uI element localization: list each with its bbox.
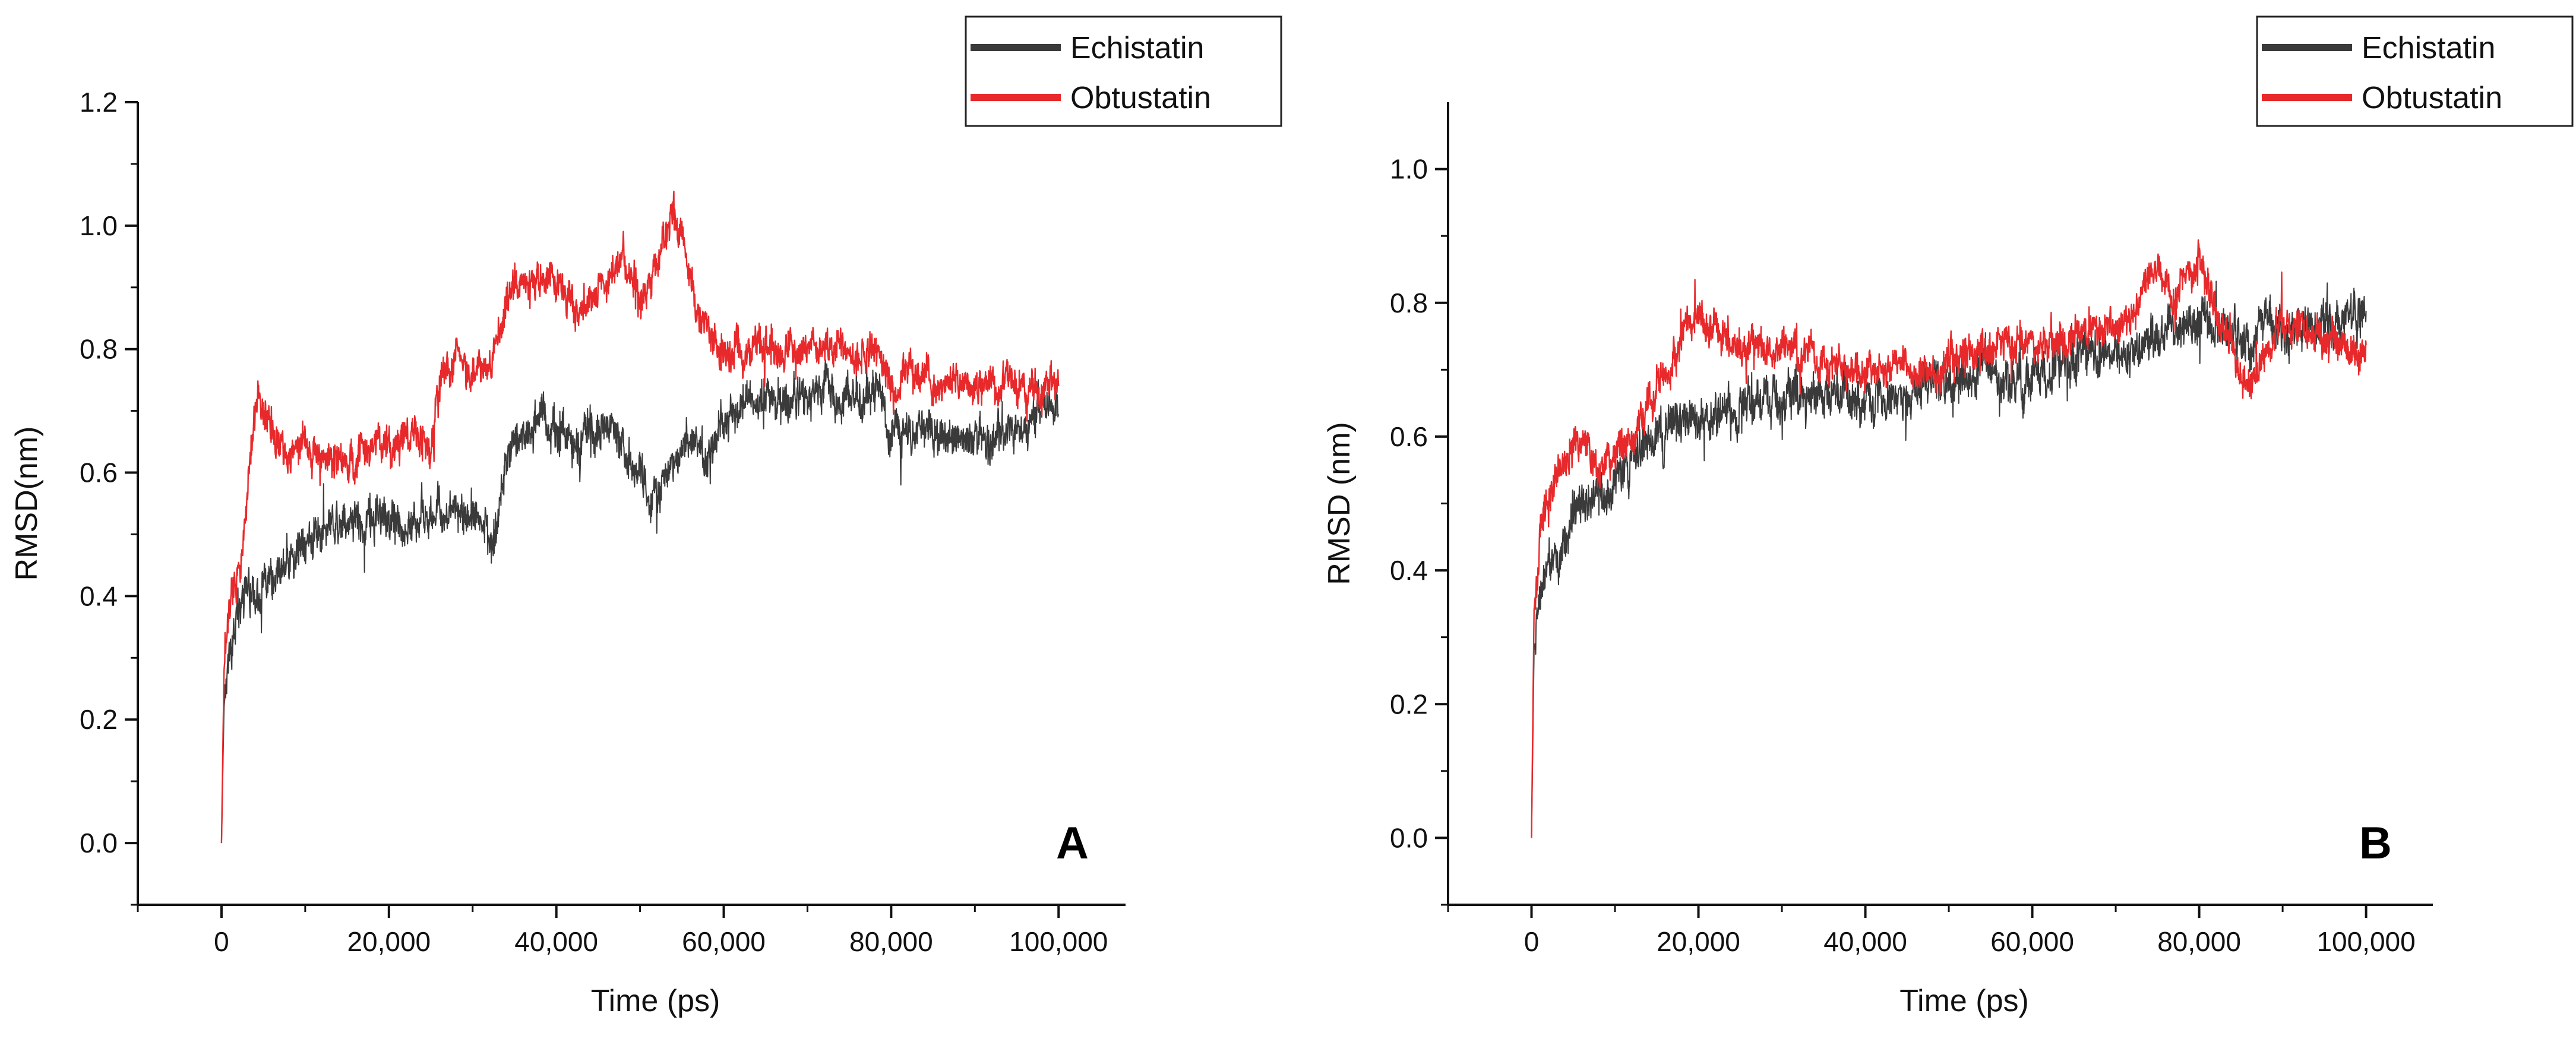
x-axis-label-a: Time (ps) xyxy=(591,984,720,1018)
series-line-obtustatin xyxy=(1531,239,2367,838)
legend-box-a xyxy=(965,15,1282,127)
legend-a: Echistatin Obtustatin xyxy=(965,15,1282,127)
y-tick-label: 0.0 xyxy=(1390,822,1428,853)
axes-a: 0.0 0.2 0.4 0.6 0.8 1.0 1.2 0 20,000 40,000 60,000… xyxy=(80,87,1126,957)
panel-label-b: B xyxy=(2359,818,2392,869)
axes-b: 0.0 0.2 0.4 0.6 0.8 1.0 0 20,000 40,000 60,000 80,… xyxy=(1390,102,2433,957)
x-tick-label: 80,000 xyxy=(849,926,933,957)
chart-panel-b: 0.0 0.2 0.4 0.6 0.8 1.0 0 20,000 40,000 60,000 80,… xyxy=(1322,15,2574,1018)
y-tick-label: 1.0 xyxy=(1390,154,1428,185)
y-axis-label-a: RMSD(nm) xyxy=(10,427,44,581)
y-tick-label: 0.8 xyxy=(1390,288,1428,318)
series-line-echistatin xyxy=(220,355,1060,844)
panel-label-a: A xyxy=(1056,818,1089,869)
x-axis-label-b: Time (ps) xyxy=(1899,984,2029,1018)
y-tick-label: 1.2 xyxy=(80,87,118,118)
x-tick-label: 20,000 xyxy=(1657,926,1740,957)
legend-label-echistatin-b: Echistatin xyxy=(2362,31,2495,65)
y-tick-label: 0.2 xyxy=(80,704,118,735)
y-tick-label: 1.0 xyxy=(80,210,118,241)
x-tick-label: 60,000 xyxy=(682,926,766,957)
y-tick-label: 0.6 xyxy=(80,457,118,488)
x-tick-label: 100,000 xyxy=(2316,926,2415,957)
series-line-obtustatin xyxy=(220,190,1060,844)
y-tick-label: 0.8 xyxy=(80,334,118,365)
plot-lines-b xyxy=(1531,239,2367,838)
x-tick-label: 20,000 xyxy=(347,926,431,957)
y-tick-label: 0.0 xyxy=(80,828,118,858)
y-tick-label: 0.2 xyxy=(1390,689,1428,719)
x-tick-label: 100,000 xyxy=(1009,926,1108,957)
legend-label-obtustatin-a: Obtustatin xyxy=(1070,81,1211,115)
y-tick-label: 0.4 xyxy=(1390,555,1428,586)
x-tick-label: 0 xyxy=(214,926,229,957)
legend-box-b xyxy=(2256,15,2574,127)
legend-b: Echistatin Obtustatin xyxy=(2256,15,2574,127)
x-tick-label: 60,000 xyxy=(1990,926,2074,957)
x-tick-label: 40,000 xyxy=(1823,926,1907,957)
x-tick-label: 40,000 xyxy=(514,926,598,957)
legend-label-echistatin-a: Echistatin xyxy=(1070,31,1204,65)
series-line-echistatin xyxy=(1531,280,2367,838)
y-tick-label: 0.4 xyxy=(80,580,118,611)
x-tick-label: 80,000 xyxy=(2157,926,2241,957)
y-tick-label: 0.6 xyxy=(1390,421,1428,452)
legend-label-obtustatin-b: Obtustatin xyxy=(2362,81,2502,115)
chart-panel-a: 0.0 0.2 0.4 0.6 0.8 1.0 1.2 0 20,000 40,000 60,000… xyxy=(10,15,1282,1018)
y-axis-label-b: RMSD (nm) xyxy=(1322,422,1357,585)
plot-lines-a xyxy=(220,190,1060,844)
x-tick-label: 0 xyxy=(1524,926,1540,957)
